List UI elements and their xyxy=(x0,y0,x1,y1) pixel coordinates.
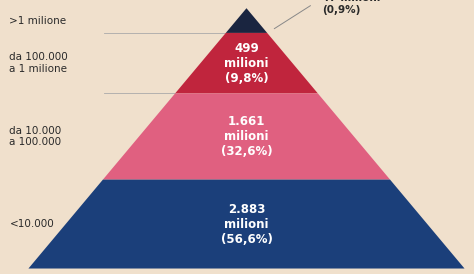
Text: 2.883
milioni
(56,6%): 2.883 milioni (56,6%) xyxy=(220,202,273,246)
Text: <10.000: <10.000 xyxy=(9,219,54,229)
Polygon shape xyxy=(175,33,318,93)
Text: 499
milioni
(9,8%): 499 milioni (9,8%) xyxy=(224,42,269,85)
Text: 47 milioni
(0,9%): 47 milioni (0,9%) xyxy=(322,0,381,15)
Text: da 10.000
a 100.000: da 10.000 a 100.000 xyxy=(9,126,62,147)
Text: da 100.000
a 1 milione: da 100.000 a 1 milione xyxy=(9,52,68,74)
Polygon shape xyxy=(103,93,390,179)
Polygon shape xyxy=(28,179,465,269)
Text: >1 milione: >1 milione xyxy=(9,16,67,25)
Polygon shape xyxy=(226,8,267,33)
Text: 1.661
milioni
(32,6%): 1.661 milioni (32,6%) xyxy=(221,115,272,158)
